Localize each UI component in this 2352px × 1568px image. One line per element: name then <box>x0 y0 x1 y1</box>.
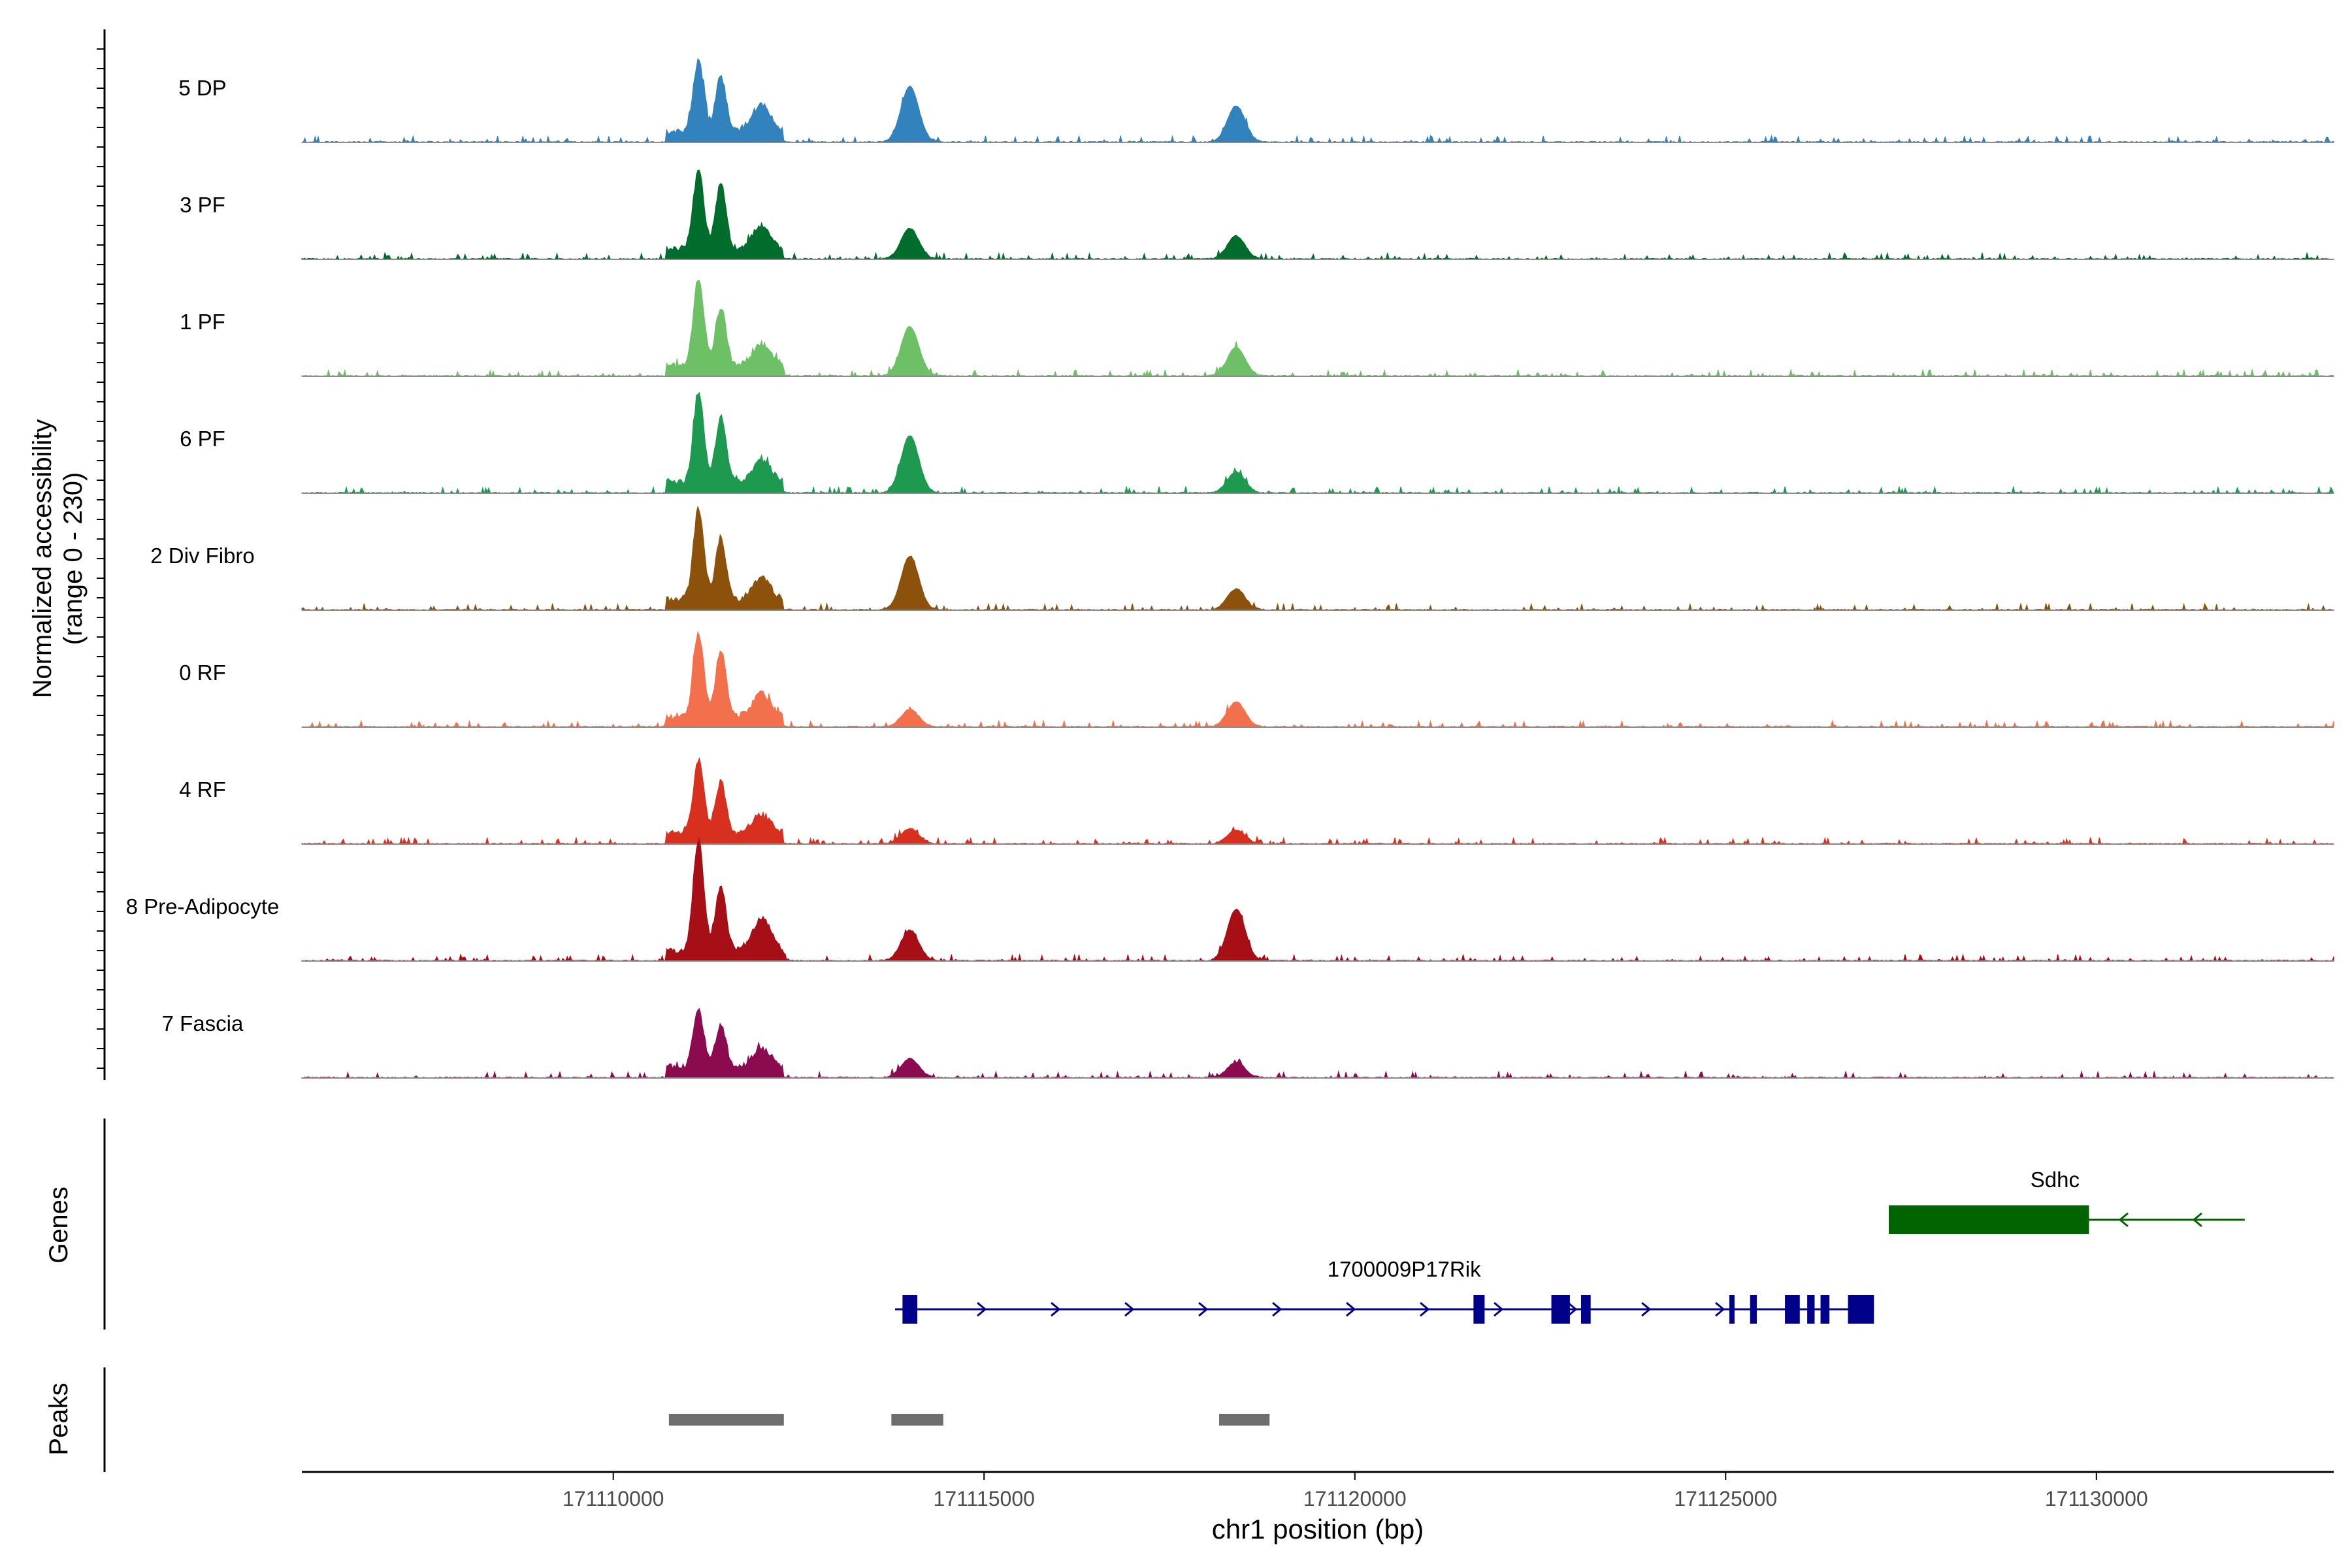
strand-arrow <box>1346 1301 1356 1317</box>
gene-Sdhc: Sdhc <box>1888 1168 2245 1234</box>
x-tick-label: 171120000 <box>1303 1487 1407 1511</box>
exon <box>1888 1205 2089 1234</box>
x-tick-label: 171115000 <box>934 1487 1035 1511</box>
y-axis-title-line1: Normalized accessibility <box>28 419 57 698</box>
gene-label: 1700009P17Rik <box>1328 1257 1481 1281</box>
strand-arrow <box>1494 1301 1504 1317</box>
track-1: 3 PF <box>180 169 2334 261</box>
track-label: 1 PF <box>180 310 225 334</box>
coverage-area <box>301 280 2334 378</box>
peak-region <box>668 1414 784 1426</box>
x-axis-title: chr1 position (bp) <box>1212 1514 1424 1544</box>
strand-arrow <box>1051 1301 1061 1317</box>
coverage-area <box>301 169 2334 261</box>
track-2: 1 PF <box>180 280 2334 378</box>
track-label: 0 RF <box>179 661 226 685</box>
genes-axis-title: Genes <box>44 1186 73 1264</box>
x-tick-label: 171130000 <box>2045 1487 2148 1511</box>
coverage-area <box>301 630 2334 728</box>
x-axis: 171110000 171115000 171120000 171125000 1711… <box>563 1472 2148 1511</box>
track-8: 7 Fascia <box>162 1007 2334 1079</box>
strand-arrow <box>1641 1301 1652 1317</box>
exon <box>1473 1295 1485 1324</box>
coverage-area <box>301 391 2334 495</box>
gene-track: Sdhc 1700009P17Rik <box>895 1168 2245 1324</box>
strand-arrow <box>1124 1301 1135 1317</box>
track-label: 3 PF <box>180 193 225 217</box>
strand-arrow <box>1567 1301 1578 1317</box>
strand-arrow <box>1198 1301 1209 1317</box>
strand-arrow <box>1272 1301 1282 1317</box>
track-label: 5 DP <box>178 76 226 100</box>
exon <box>1750 1295 1757 1324</box>
coverage-area <box>301 1007 2334 1079</box>
track-3: 6 PF <box>180 391 2334 495</box>
track-7: 8 Pre-Adipocyte <box>126 837 2334 962</box>
peak-track <box>668 1414 1270 1426</box>
peak-region <box>1219 1414 1270 1426</box>
track-4: 2 Div Fibro <box>150 505 2334 611</box>
strand-arrow <box>1420 1301 1430 1317</box>
peak-region <box>891 1414 943 1426</box>
track-0: 5 DP <box>178 57 2334 144</box>
x-tick-label: 171125000 <box>1674 1487 1777 1511</box>
strand-arrow <box>2118 1212 2129 1228</box>
exon <box>1551 1295 1570 1324</box>
strand-arrow <box>2192 1212 2202 1228</box>
exon <box>1785 1295 1800 1324</box>
y-axis-title-line2: (range 0 - 230) <box>59 472 88 645</box>
x-tick-label: 171110000 <box>563 1487 664 1511</box>
coverage-area <box>301 837 2334 962</box>
exon <box>902 1295 918 1324</box>
track-label: 8 Pre-Adipocyte <box>126 894 280 919</box>
gene-1700009P17Rik: 1700009P17Rik <box>895 1257 1874 1324</box>
track-label: 7 Fascia <box>162 1011 244 1036</box>
exon <box>1580 1295 1591 1324</box>
track-label: 4 RF <box>179 777 226 802</box>
coverage-tracks: 5 DP 3 PF 1 PF 6 PF 2 Div Fibro 0 RF 4 RF 8 Pre… <box>126 57 2334 1079</box>
coverage-area <box>301 505 2334 611</box>
strand-arrow <box>977 1301 987 1317</box>
y-axis <box>97 29 106 1080</box>
coverage-area <box>301 57 2334 144</box>
strand-arrow <box>1715 1301 1725 1317</box>
track-5: 0 RF <box>179 630 2334 728</box>
exon <box>1820 1295 1830 1324</box>
exon <box>1729 1295 1735 1324</box>
gene-label: Sdhc <box>2031 1168 2080 1192</box>
peaks-axis-title: Peaks <box>44 1382 73 1455</box>
exon <box>1807 1295 1815 1324</box>
track-label: 2 Div Fibro <box>150 544 255 568</box>
exon <box>1848 1295 1874 1324</box>
coverage-area <box>301 757 2334 845</box>
track-6: 4 RF <box>179 757 2334 845</box>
track-label: 6 PF <box>180 427 225 451</box>
